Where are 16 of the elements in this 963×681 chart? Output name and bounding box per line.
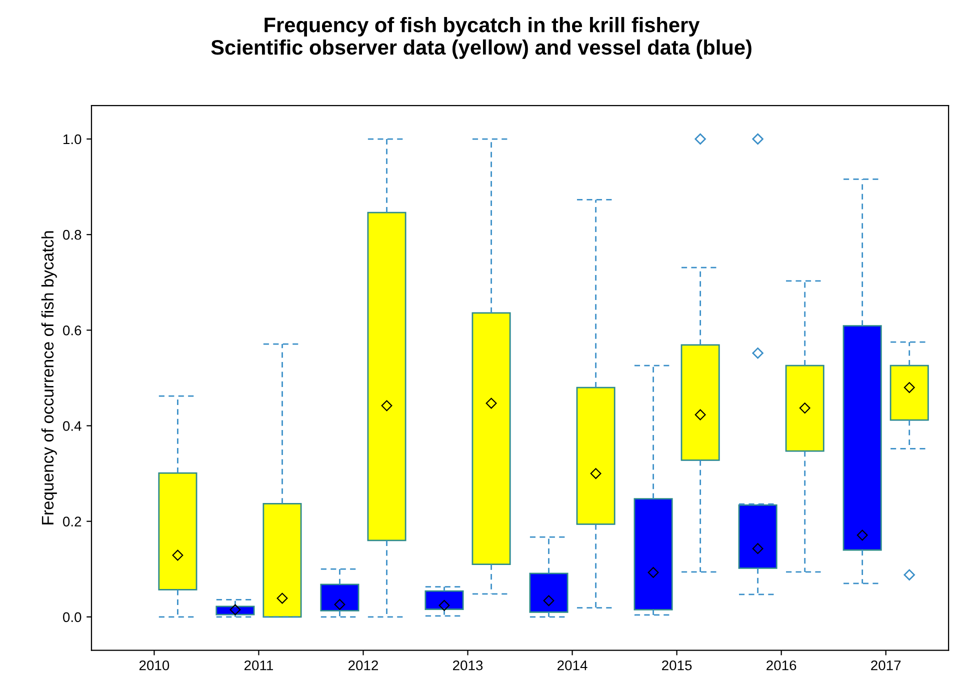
y-tick-label: 0.2 xyxy=(63,516,82,526)
y-axis-title: Frequency of occurrence of fish bycatch xyxy=(41,231,57,524)
y-tick-label: 1.0 xyxy=(64,134,82,144)
y-tick-label: 0.6 xyxy=(63,326,82,336)
chart-title: Frequency of fish bycatch in the krill fishery Scientific observer data (yellow) and vessel data (blue) xyxy=(211,17,752,59)
x-tick-label: 2017 xyxy=(871,660,901,670)
x-tick-label: 2011 xyxy=(244,660,273,670)
y-tick-label: 0.4 xyxy=(63,421,82,431)
y-tick-label: 0.0 xyxy=(63,612,82,622)
x-tick-label: 2015 xyxy=(662,660,692,670)
x-tick-label: 2010 xyxy=(139,660,170,670)
x-tick-label: 2012 xyxy=(348,660,378,670)
y-tick-label: 0.8 xyxy=(63,230,82,240)
x-tick-label: 2014 xyxy=(558,660,588,670)
x-tick-label: 2013 xyxy=(453,660,483,670)
x-tick-label: 2016 xyxy=(766,660,796,670)
